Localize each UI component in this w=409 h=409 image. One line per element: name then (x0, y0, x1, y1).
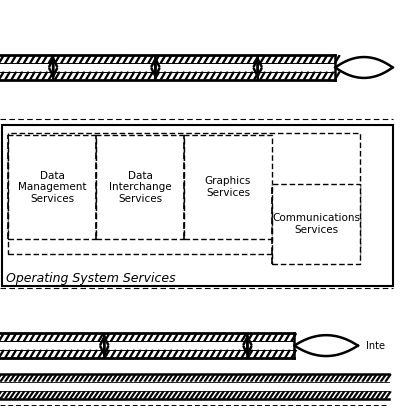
Text: Operating System Services: Operating System Services (6, 272, 176, 285)
Bar (8, 133, 360, 254)
Text: Data
Management
Services: Data Management Services (18, 171, 86, 204)
Bar (96, 135, 184, 239)
Text: Application Platform: Application Platform (27, 136, 167, 150)
Text: Communications
Services: Communications Services (272, 213, 360, 235)
Text: Data
Interchange
Services: Data Interchange Services (109, 171, 171, 204)
Bar (0, 55, 335, 80)
Text: Inte: Inte (366, 341, 385, 351)
Bar (0, 333, 294, 358)
Bar (272, 184, 360, 264)
Bar (184, 135, 272, 239)
Bar (2, 125, 393, 286)
Text: Graphics
Services: Graphics Services (205, 176, 251, 198)
Bar (8, 135, 96, 239)
